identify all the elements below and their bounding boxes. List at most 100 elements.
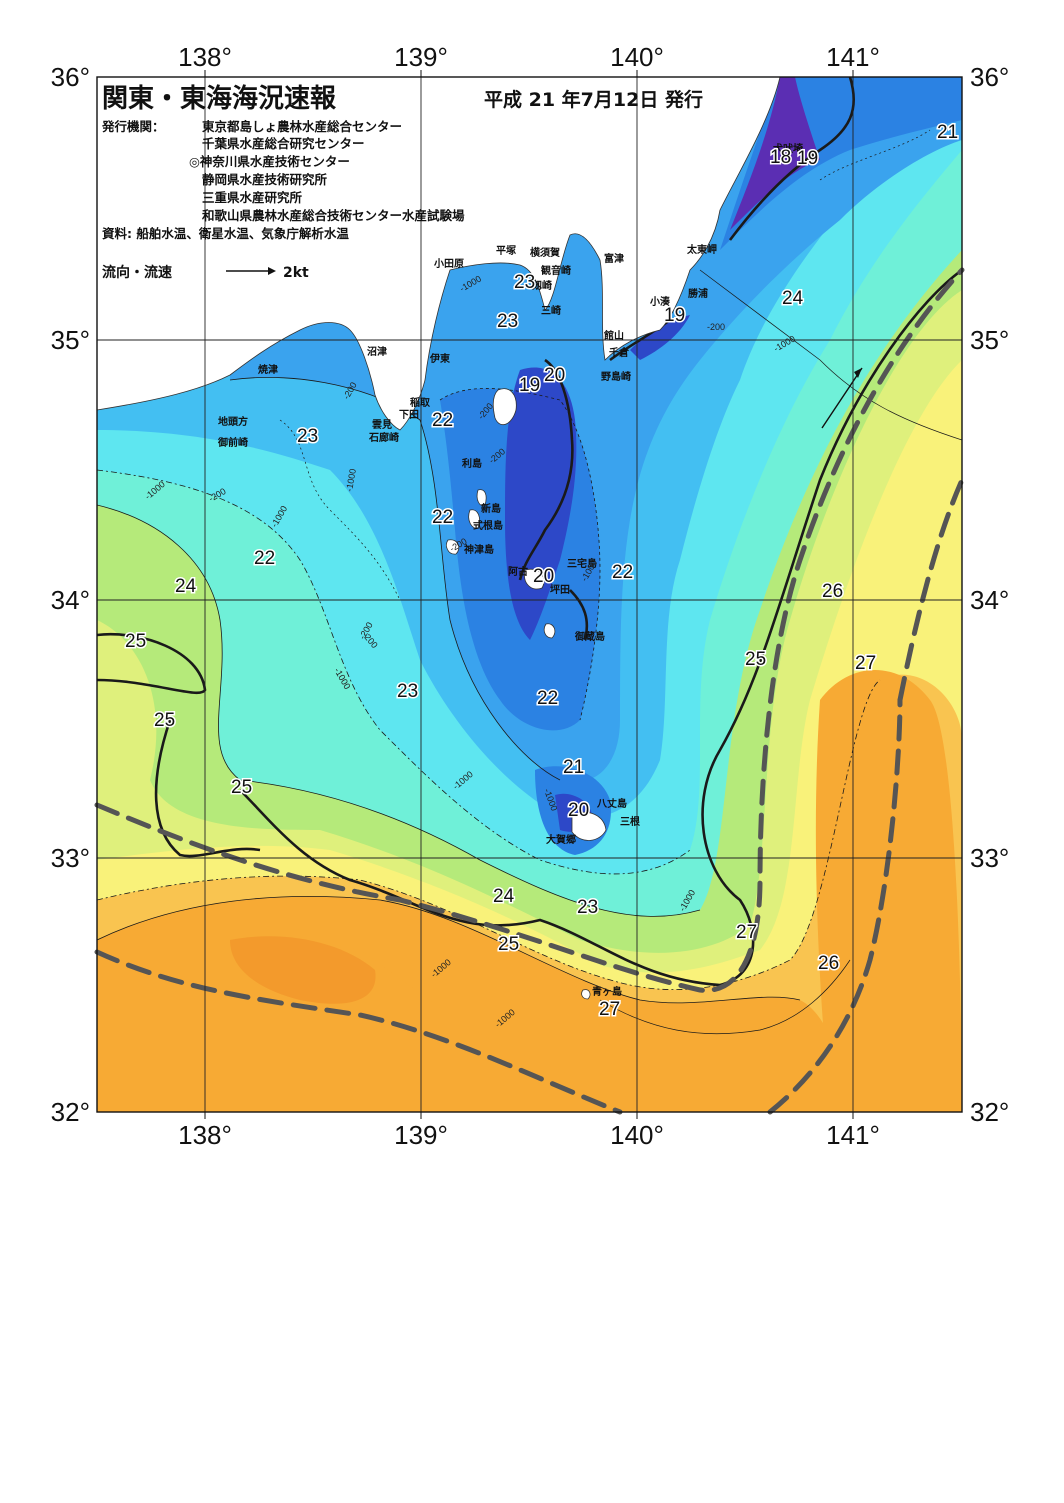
temp-label: 26 bbox=[818, 953, 839, 974]
issuer-4: 静岡県水産技術研究所 bbox=[202, 172, 328, 187]
temp-label: 23 bbox=[397, 681, 418, 702]
place-yaizu: 焼津 bbox=[258, 363, 278, 376]
kuroshio-east-axis bbox=[767, 697, 903, 1115]
flow-arrow bbox=[821, 367, 863, 429]
lat-label-34: 34° bbox=[51, 585, 90, 615]
bottom-longitude-labels: 138° 139° 140° 141° bbox=[178, 1120, 880, 1150]
temp-label: 25 bbox=[154, 710, 175, 731]
place-tateyama: 館山 bbox=[603, 329, 624, 342]
temp-label: 19 bbox=[519, 375, 540, 396]
lat-label-32: 32° bbox=[51, 1097, 90, 1127]
place-kannonzaki: 観音崎 bbox=[541, 264, 571, 277]
place-omaezaki: 御前崎 bbox=[217, 436, 248, 449]
lat-label-33: 33° bbox=[51, 843, 90, 873]
place-misaki: 三崎 bbox=[541, 304, 561, 317]
temp-label: 23 bbox=[497, 311, 518, 332]
lat-label-35: 35° bbox=[51, 325, 90, 355]
place-shimoda: 下田 bbox=[399, 409, 419, 421]
data-sources: 資料: 船舶水温、衛星水温、気象庁解析水温 bbox=[102, 226, 349, 241]
temp-label: 23 bbox=[514, 272, 535, 293]
place-jitogata: 地頭方 bbox=[218, 415, 248, 428]
temp-label: 22 bbox=[432, 507, 453, 528]
flow-legend-label: 流向・流速 bbox=[102, 264, 172, 281]
place-tsurugisaki: 剱崎 bbox=[531, 279, 552, 292]
kuroshio-axis bbox=[94, 267, 965, 1115]
issuer-6: 和歌山県農林水産総合技術センター水産試験場 bbox=[201, 208, 465, 223]
place-yokosuka: 横須賀 bbox=[530, 246, 560, 259]
place-hachijojima: 八丈島 bbox=[596, 797, 627, 810]
temp-label: 27 bbox=[855, 653, 876, 674]
lat-label-35-right: 35° bbox=[970, 325, 1009, 355]
place-aogashima: 青ヶ島 bbox=[592, 985, 622, 998]
hachijojima bbox=[571, 811, 607, 841]
place-inubosaki: 犬吠埼 bbox=[773, 142, 803, 155]
temp-label: 20 bbox=[568, 800, 589, 821]
map-title: 関東・東海海況速報 bbox=[102, 84, 337, 114]
issuer-5: 三重県水産研究所 bbox=[202, 190, 303, 205]
temp-label: 22 bbox=[612, 562, 633, 583]
top-longitude-labels: 138° 139° 140° 141° bbox=[178, 42, 880, 72]
temp-label: 27 bbox=[599, 999, 620, 1020]
place-kumomi: 雲見 bbox=[372, 419, 392, 431]
niijima bbox=[468, 509, 480, 529]
temp-label: 22 bbox=[432, 410, 453, 431]
land-areas bbox=[96, 76, 781, 1000]
temp-label: 21 bbox=[937, 122, 958, 143]
place-taitomisaki: 太東岬 bbox=[686, 243, 717, 256]
temp-label: 25 bbox=[745, 649, 766, 670]
temp-label: 19 bbox=[664, 305, 685, 326]
place-numazu: 沼津 bbox=[367, 345, 387, 358]
place-names: 小田原 平塚 横須賀 観音崎 剱崎 三崎 富津 館山 千倉 野島崎 小湊 勝浦 … bbox=[217, 142, 803, 998]
place-kozushima: 神津島 bbox=[464, 543, 494, 556]
place-miyakejima: 三宅島 bbox=[567, 557, 597, 570]
kuroshio-south-axis bbox=[94, 949, 623, 1115]
lon-label-140-bottom: 140° bbox=[610, 1120, 664, 1150]
temp-label: 25 bbox=[125, 631, 146, 652]
temp-label: 25 bbox=[498, 934, 519, 955]
temp-label: 21 bbox=[563, 757, 584, 778]
place-inatori: 稲取 bbox=[410, 396, 431, 409]
kuroshio-main-axis bbox=[94, 267, 965, 993]
place-okago: 大賀郷 bbox=[546, 833, 576, 846]
lon-label-141-bottom: 141° bbox=[826, 1120, 880, 1150]
place-kominato: 小湊 bbox=[649, 295, 671, 308]
place-tsubota: 坪田 bbox=[550, 583, 570, 596]
place-niijima: 新島 bbox=[481, 502, 501, 515]
temp-label: 26 bbox=[822, 581, 843, 602]
temp-label: 24 bbox=[782, 288, 804, 309]
lat-label-32-right: 32° bbox=[970, 1097, 1009, 1127]
flow-legend-arrowhead bbox=[268, 267, 276, 275]
lon-label-138: 138° bbox=[178, 42, 232, 72]
temp-label: 19 bbox=[797, 148, 818, 169]
temp-label: 22 bbox=[537, 688, 558, 709]
temp-label: 23 bbox=[577, 897, 598, 918]
place-irouzaki: 石廊崎 bbox=[368, 431, 399, 444]
issuer-3: ◎神奈川県水産技術センター bbox=[189, 154, 350, 169]
issuer-2: 千葉県水産総合研究センター bbox=[202, 136, 365, 151]
place-ito: 伊東 bbox=[429, 352, 450, 365]
place-nojimazaki: 野島崎 bbox=[601, 370, 631, 383]
map-frame bbox=[96, 76, 963, 1113]
lat-label-36-right: 36° bbox=[970, 62, 1009, 92]
temp-label: 22 bbox=[254, 548, 275, 569]
place-mitsune: 三根 bbox=[620, 815, 640, 828]
temperature-labels: 21 18 19 24 23 19 23 19 20 22 23 22 22 2… bbox=[124, 121, 960, 1022]
lon-label-139: 139° bbox=[394, 42, 448, 72]
place-ako: 阿古 bbox=[508, 565, 528, 578]
temp-label: 24 bbox=[493, 886, 515, 907]
toshima bbox=[476, 489, 487, 507]
issuer-1: 東京都島しょ農林水産総合センター bbox=[202, 119, 402, 134]
place-mikurajima: 御蔵島 bbox=[574, 630, 605, 643]
place-hiratsuka: 平塚 bbox=[496, 244, 516, 257]
lat-label-33-right: 33° bbox=[970, 843, 1009, 873]
izu-oshima bbox=[492, 388, 517, 426]
lon-label-141: 141° bbox=[826, 42, 880, 72]
temp-label: 25 bbox=[231, 777, 252, 798]
place-katsuura: 勝浦 bbox=[688, 287, 708, 300]
temp-label: 23 bbox=[297, 426, 318, 447]
depth-labels: -1000 -200 -1000 -200 -200 -1000 -200 -1… bbox=[143, 274, 797, 1030]
lat-label-36: 36° bbox=[51, 62, 90, 92]
lon-label-139-bottom: 139° bbox=[394, 1120, 448, 1150]
flow-legend-speed: 2kt bbox=[283, 265, 309, 281]
